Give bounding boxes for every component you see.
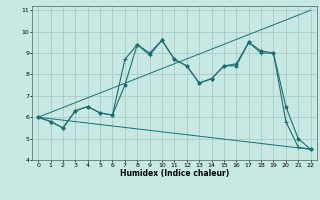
X-axis label: Humidex (Indice chaleur): Humidex (Indice chaleur) xyxy=(120,169,229,178)
